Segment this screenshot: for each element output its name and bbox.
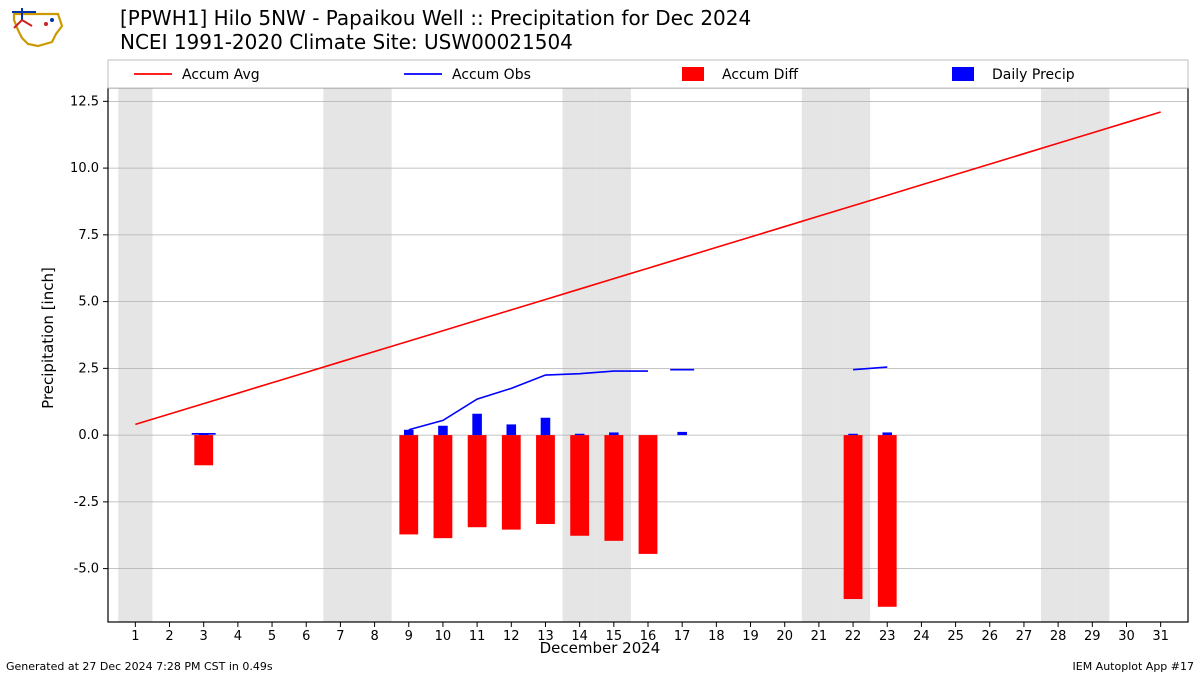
- accum-diff-bar: [468, 435, 487, 527]
- daily-precip-bar: [507, 424, 517, 435]
- daily-precip-bar: [609, 432, 619, 435]
- y-tick-label: 12.5: [70, 94, 99, 109]
- x-tick-label: 29: [1084, 629, 1101, 644]
- x-tick-label: 13: [537, 629, 554, 644]
- daily-precip-bar: [677, 432, 687, 435]
- x-tick-label: 1: [131, 629, 139, 644]
- x-tick-label: 30: [1118, 629, 1135, 644]
- legend-label: Accum Diff: [722, 67, 798, 83]
- x-tick-label: 5: [268, 629, 276, 644]
- x-tick-label: 28: [1050, 629, 1067, 644]
- accum-diff-bar: [502, 435, 521, 530]
- x-tick-label: 11: [469, 629, 486, 644]
- x-tick-label: 25: [947, 629, 964, 644]
- accum-diff-bar: [399, 435, 418, 534]
- daily-precip-bar: [438, 426, 448, 435]
- accum-diff-bar: [878, 435, 897, 607]
- x-tick-label: 3: [200, 629, 208, 644]
- x-tick-label: 20: [776, 629, 793, 644]
- x-tick-label: 18: [708, 629, 725, 644]
- daily-precip-bar: [848, 434, 858, 435]
- legend-label: Daily Precip: [992, 67, 1075, 83]
- y-tick-label: 2.5: [78, 361, 99, 376]
- accum-diff-bar: [434, 435, 453, 538]
- x-tick-label: 24: [913, 629, 930, 644]
- accum-diff-bar: [570, 435, 589, 536]
- x-tick-label: 9: [405, 629, 413, 644]
- x-tick-label: 7: [336, 629, 344, 644]
- x-tick-label: 17: [674, 629, 691, 644]
- daily-precip-bar: [404, 430, 414, 435]
- x-tick-label: 22: [845, 629, 862, 644]
- y-tick-label: 0.0: [78, 428, 99, 443]
- x-tick-label: 8: [370, 629, 378, 644]
- y-tick-label: -2.5: [74, 495, 99, 510]
- daily-precip-bar: [882, 432, 892, 435]
- y-tick-label: -5.0: [74, 562, 99, 577]
- x-tick-label: 4: [234, 629, 242, 644]
- precipitation-chart: -5.0-2.50.02.55.07.510.012.5123456789101…: [0, 0, 1200, 675]
- x-tick-label: 10: [435, 629, 452, 644]
- accum-diff-bar: [536, 435, 555, 524]
- y-tick-label: 5.0: [78, 295, 99, 310]
- accum-diff-bar: [639, 435, 658, 554]
- daily-precip-bar: [541, 418, 551, 435]
- legend-swatch-bar: [682, 67, 704, 81]
- x-tick-label: 6: [302, 629, 310, 644]
- x-tick-label: 19: [742, 629, 759, 644]
- accum-diff-bar: [194, 435, 213, 465]
- x-tick-label: 23: [879, 629, 896, 644]
- legend-swatch-bar: [952, 67, 974, 81]
- x-tick-label: 14: [571, 629, 588, 644]
- accum-diff-bar: [844, 435, 863, 599]
- x-tick-label: 31: [1152, 629, 1169, 644]
- x-tick-label: 16: [640, 629, 657, 644]
- x-tick-label: 26: [981, 629, 998, 644]
- accum-diff-bar: [604, 435, 623, 541]
- legend-label: Accum Avg: [182, 67, 260, 83]
- y-tick-label: 7.5: [78, 228, 99, 243]
- daily-precip-bar: [472, 414, 482, 435]
- daily-precip-bar: [575, 434, 585, 435]
- legend-label: Accum Obs: [452, 67, 531, 83]
- x-tick-label: 12: [503, 629, 520, 644]
- x-tick-label: 27: [1016, 629, 1033, 644]
- x-tick-label: 2: [165, 629, 173, 644]
- x-tick-label: 15: [606, 629, 623, 644]
- y-tick-label: 10.0: [70, 161, 99, 176]
- x-tick-label: 21: [811, 629, 828, 644]
